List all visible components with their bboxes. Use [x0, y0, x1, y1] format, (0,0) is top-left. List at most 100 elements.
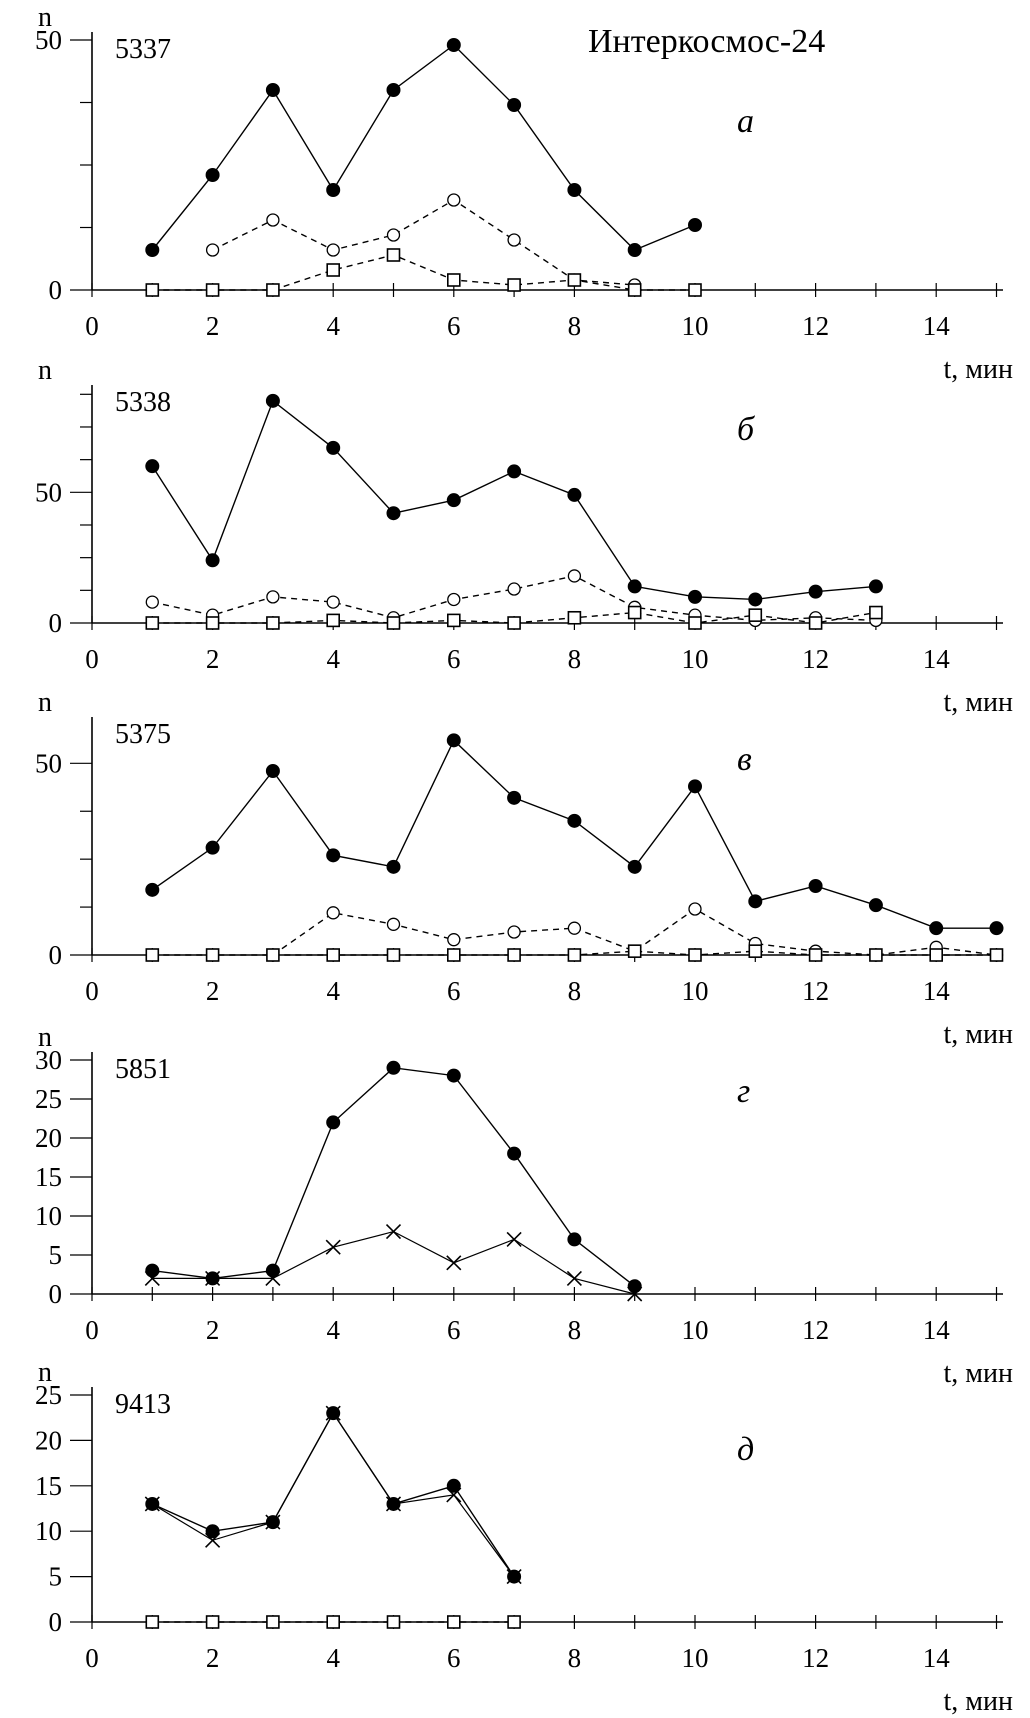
data-point-filled-circle: [688, 218, 702, 232]
x-axis-title: t, мин: [944, 1019, 1013, 1050]
data-point-open-square: [145, 1615, 160, 1629]
data-point-open-square: [748, 608, 763, 622]
series-line-filled-circle: [151, 399, 876, 601]
y-tick-label: 25: [35, 1084, 62, 1114]
data-point-cross: [205, 1270, 221, 1286]
data-point-filled-circle: [507, 464, 522, 479]
data-point-open-circle: [266, 213, 280, 227]
data-point-cross: [325, 1239, 341, 1255]
x-tick-label: 6: [447, 1315, 461, 1345]
data-point-filled-circle: [386, 1060, 401, 1075]
data-point-cross: [144, 1270, 160, 1286]
data-point-open-square: [989, 948, 1004, 962]
data-point-cross: [385, 1496, 402, 1512]
chart-panel-5375: 0 2 4 6 8 10 12 14 0 50 n t, мин 5375 в: [35, 687, 1013, 1050]
data-point-filled-circle: [567, 183, 582, 197]
data-point-open-square: [627, 283, 642, 297]
x-tick-label: 8: [568, 976, 582, 1006]
x-tick-label: 12: [802, 1643, 829, 1673]
data-point-open-square: [507, 948, 521, 962]
data-point-filled-circle: [265, 393, 280, 408]
data-point-open-circle: [507, 233, 521, 247]
data-point-filled-circle: [868, 898, 883, 913]
data-point-cross: [627, 1286, 643, 1302]
series-line-open-circle: [212, 199, 635, 286]
data-point-filled-circle: [446, 733, 461, 748]
x-tick-label: 8: [568, 1643, 582, 1673]
x-tick-label: 0: [85, 1315, 99, 1345]
x-tick-label: 2: [206, 644, 220, 674]
y-axis-title: n: [38, 1357, 52, 1388]
y-axis-title: n: [38, 1022, 52, 1053]
data-point-filled-circle: [627, 243, 642, 257]
data-point-filled-circle: [326, 848, 341, 863]
y-tick-label: 0: [49, 1279, 63, 1309]
panel-id: 9413: [115, 1389, 171, 1420]
panel-letter: г: [737, 1073, 750, 1110]
x-tick-label: 4: [326, 1643, 340, 1673]
data-point-filled-circle: [808, 584, 823, 599]
x-tick-label: 4: [326, 311, 340, 341]
y-tick-label: 10: [35, 1201, 62, 1231]
x-tick-label: 8: [568, 311, 582, 341]
data-point-filled-circle: [145, 882, 160, 897]
x-tick-label: 0: [85, 644, 99, 674]
data-point-filled-circle: [989, 921, 1004, 936]
series-line-filled-circle: [151, 44, 696, 251]
x-axis-title: t, мин: [944, 687, 1013, 718]
data-point-cross: [385, 1224, 402, 1240]
y-tick-label: 30: [35, 1045, 62, 1075]
x-tick-label: 4: [326, 644, 340, 674]
data-point-filled-circle: [386, 859, 401, 874]
chart-panel-9413: 0 2 4 6 8 10 12 14 0 5 10 15 20 25n t, мин 9413 д: [35, 1357, 1013, 1717]
data-point-open-square: [507, 616, 521, 630]
data-point-cross: [265, 1270, 281, 1286]
data-point-open-circle: [507, 582, 521, 596]
data-point-open-square: [688, 616, 702, 630]
x-tick-label: 10: [682, 976, 709, 1006]
data-point-open-square: [627, 944, 642, 958]
x-tick-label: 4: [326, 976, 340, 1006]
data-point-filled-circle: [627, 859, 642, 874]
data-point-cross: [325, 1405, 341, 1421]
data-point-filled-circle: [627, 1279, 642, 1294]
data-point-filled-circle: [446, 38, 461, 52]
data-point-open-square: [446, 613, 461, 628]
data-point-filled-circle: [386, 83, 401, 97]
series-line-filled-circle: [152, 1411, 515, 1577]
data-point-open-square: [205, 1615, 220, 1629]
data-point-open-square: [266, 948, 280, 962]
x-tick-label: 10: [682, 644, 709, 674]
data-point-cross: [144, 1496, 160, 1512]
x-tick-label: 14: [923, 644, 951, 674]
data-point-open-square: [386, 248, 401, 262]
data-point-open-square: [929, 948, 944, 962]
data-point-filled-circle: [145, 1263, 160, 1278]
figure-title: Интеркосмос-24: [588, 23, 825, 60]
data-point-filled-circle: [808, 879, 823, 893]
x-tick-label: 14: [923, 1643, 951, 1673]
data-point-open-circle: [447, 933, 461, 947]
y-axis-title: n: [38, 2, 52, 33]
panel-id: 5851: [115, 1054, 171, 1085]
data-point-filled-circle: [567, 1232, 582, 1247]
y-tick-label: 25: [35, 1380, 62, 1410]
x-axis-title: t, мин: [944, 1358, 1013, 1389]
y-tick-label: 15: [35, 1162, 62, 1192]
x-tick-label: 12: [802, 644, 829, 674]
x-tick-label: 0: [85, 976, 99, 1006]
y-tick-label: 10: [35, 1516, 62, 1546]
data-point-open-square: [567, 948, 582, 962]
data-point-open-square: [386, 616, 401, 630]
data-point-open-circle: [507, 925, 521, 939]
data-point-open-square: [266, 1615, 280, 1629]
data-point-open-square: [688, 948, 702, 962]
y-tick-label: 0: [49, 940, 63, 970]
data-point-filled-circle: [205, 553, 220, 568]
data-point-filled-circle: [688, 589, 702, 604]
panel-letter: д: [737, 1431, 754, 1468]
y-tick-label: 0: [49, 1607, 63, 1637]
data-point-filled-circle: [145, 243, 160, 257]
data-point-filled-circle: [205, 840, 220, 855]
